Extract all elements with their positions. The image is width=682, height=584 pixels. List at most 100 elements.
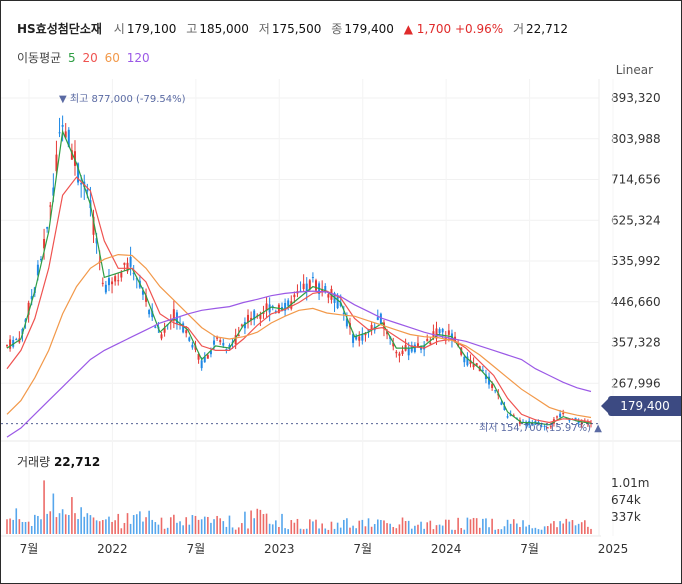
ma-line-20 bbox=[6, 176, 592, 424]
candle-body bbox=[503, 405, 506, 410]
candle-body bbox=[234, 335, 237, 345]
ma-legend-item-60[interactable]: 60 bbox=[104, 51, 120, 65]
x-tick-label: 7월 bbox=[187, 542, 206, 556]
volume-bar bbox=[571, 520, 574, 534]
candle-body bbox=[413, 344, 416, 353]
volume-bar bbox=[398, 524, 401, 534]
candle-body bbox=[540, 425, 543, 427]
volume-bar bbox=[494, 529, 497, 534]
candle-body bbox=[361, 333, 364, 341]
volume-bar bbox=[376, 519, 379, 534]
volume-bar bbox=[380, 519, 382, 534]
volume-bar bbox=[454, 529, 456, 534]
volume-bar bbox=[358, 520, 361, 534]
volume-bar bbox=[216, 515, 218, 534]
candle-body bbox=[466, 356, 469, 366]
volume-bar bbox=[86, 513, 89, 534]
volume-bar bbox=[268, 523, 271, 534]
volume-bar bbox=[225, 526, 228, 534]
candle-body bbox=[197, 353, 200, 360]
volume-bar bbox=[40, 519, 42, 534]
candle-body bbox=[80, 183, 83, 185]
volume-bar bbox=[83, 516, 86, 534]
volume-bar bbox=[343, 519, 345, 534]
candle-body bbox=[345, 318, 348, 327]
volume-bar bbox=[383, 520, 385, 534]
candle-body bbox=[117, 280, 120, 282]
volume-bar bbox=[448, 519, 450, 534]
volume-bar bbox=[132, 515, 135, 534]
candle-body bbox=[265, 303, 268, 311]
candle-body bbox=[284, 302, 287, 311]
volume-bar bbox=[105, 519, 107, 534]
volume-bar bbox=[463, 529, 466, 534]
ma-legend-item-20[interactable]: 20 bbox=[82, 51, 98, 65]
candle-body bbox=[293, 294, 296, 298]
candle-body bbox=[67, 129, 70, 148]
candle-body bbox=[426, 338, 429, 342]
ma-legend-item-120[interactable]: 120 bbox=[126, 51, 150, 65]
volume-bar bbox=[176, 522, 178, 534]
candle-body bbox=[271, 306, 274, 308]
candle-body bbox=[55, 154, 58, 172]
volume-bar bbox=[438, 524, 441, 534]
stock-name: HS효성첨단소재 bbox=[17, 22, 102, 36]
volume-bar bbox=[34, 514, 36, 534]
volume-bar bbox=[543, 526, 546, 534]
candle-body bbox=[141, 290, 144, 295]
volume-bar bbox=[584, 520, 586, 534]
volume-label: 거 bbox=[512, 22, 525, 36]
candle-body bbox=[358, 336, 361, 341]
volume-bar bbox=[135, 514, 138, 534]
volume-bar bbox=[67, 514, 70, 534]
volume-bar bbox=[522, 520, 524, 534]
volume-panel-title: 거래량 22,712 bbox=[17, 453, 100, 470]
volume-bar bbox=[271, 524, 274, 534]
ma-legend-item-5[interactable]: 5 bbox=[68, 51, 76, 65]
volume-bar bbox=[253, 518, 255, 534]
volume-bar bbox=[27, 521, 30, 534]
volume-bar bbox=[299, 528, 302, 534]
volume-bar bbox=[185, 517, 188, 534]
volume-bar bbox=[160, 517, 163, 534]
candle-body bbox=[336, 296, 339, 309]
volume-bar bbox=[293, 522, 296, 534]
volume-bar bbox=[562, 523, 564, 534]
candle-body bbox=[580, 422, 583, 425]
candle-body bbox=[392, 342, 395, 347]
candle-body bbox=[500, 402, 503, 405]
volume-bar bbox=[12, 519, 14, 534]
candle-body bbox=[216, 337, 219, 339]
volume-tick-label: 337k bbox=[611, 510, 641, 524]
scale-toggle-button[interactable]: Linear bbox=[615, 63, 653, 77]
volume-bar bbox=[262, 514, 265, 534]
candle-body bbox=[126, 262, 129, 272]
volume-bar bbox=[389, 523, 391, 534]
candle-body bbox=[308, 280, 311, 290]
ma-line-60 bbox=[6, 253, 592, 419]
volume-bar bbox=[157, 524, 160, 534]
candle-body bbox=[36, 264, 39, 276]
candle-body bbox=[209, 350, 212, 355]
volume-bar bbox=[355, 528, 357, 534]
volume-bar bbox=[457, 517, 459, 534]
candle-body bbox=[222, 342, 225, 346]
low-value: 175,500 bbox=[271, 22, 322, 36]
volume-bar bbox=[95, 520, 98, 534]
volume-bar bbox=[92, 517, 95, 534]
candle-body bbox=[386, 331, 389, 335]
candle-body bbox=[512, 415, 515, 417]
candle-body bbox=[21, 328, 24, 334]
candle-body bbox=[435, 328, 438, 339]
volume-bar bbox=[506, 519, 509, 534]
volume-bar bbox=[336, 522, 339, 534]
volume-bar bbox=[485, 518, 487, 534]
volume-bar bbox=[349, 527, 351, 534]
candle-body bbox=[6, 345, 8, 347]
volume-bar bbox=[312, 521, 314, 534]
candle-body bbox=[15, 339, 18, 341]
candle-body bbox=[49, 205, 52, 207]
candle-body bbox=[86, 189, 89, 192]
volume-bar bbox=[580, 522, 583, 534]
